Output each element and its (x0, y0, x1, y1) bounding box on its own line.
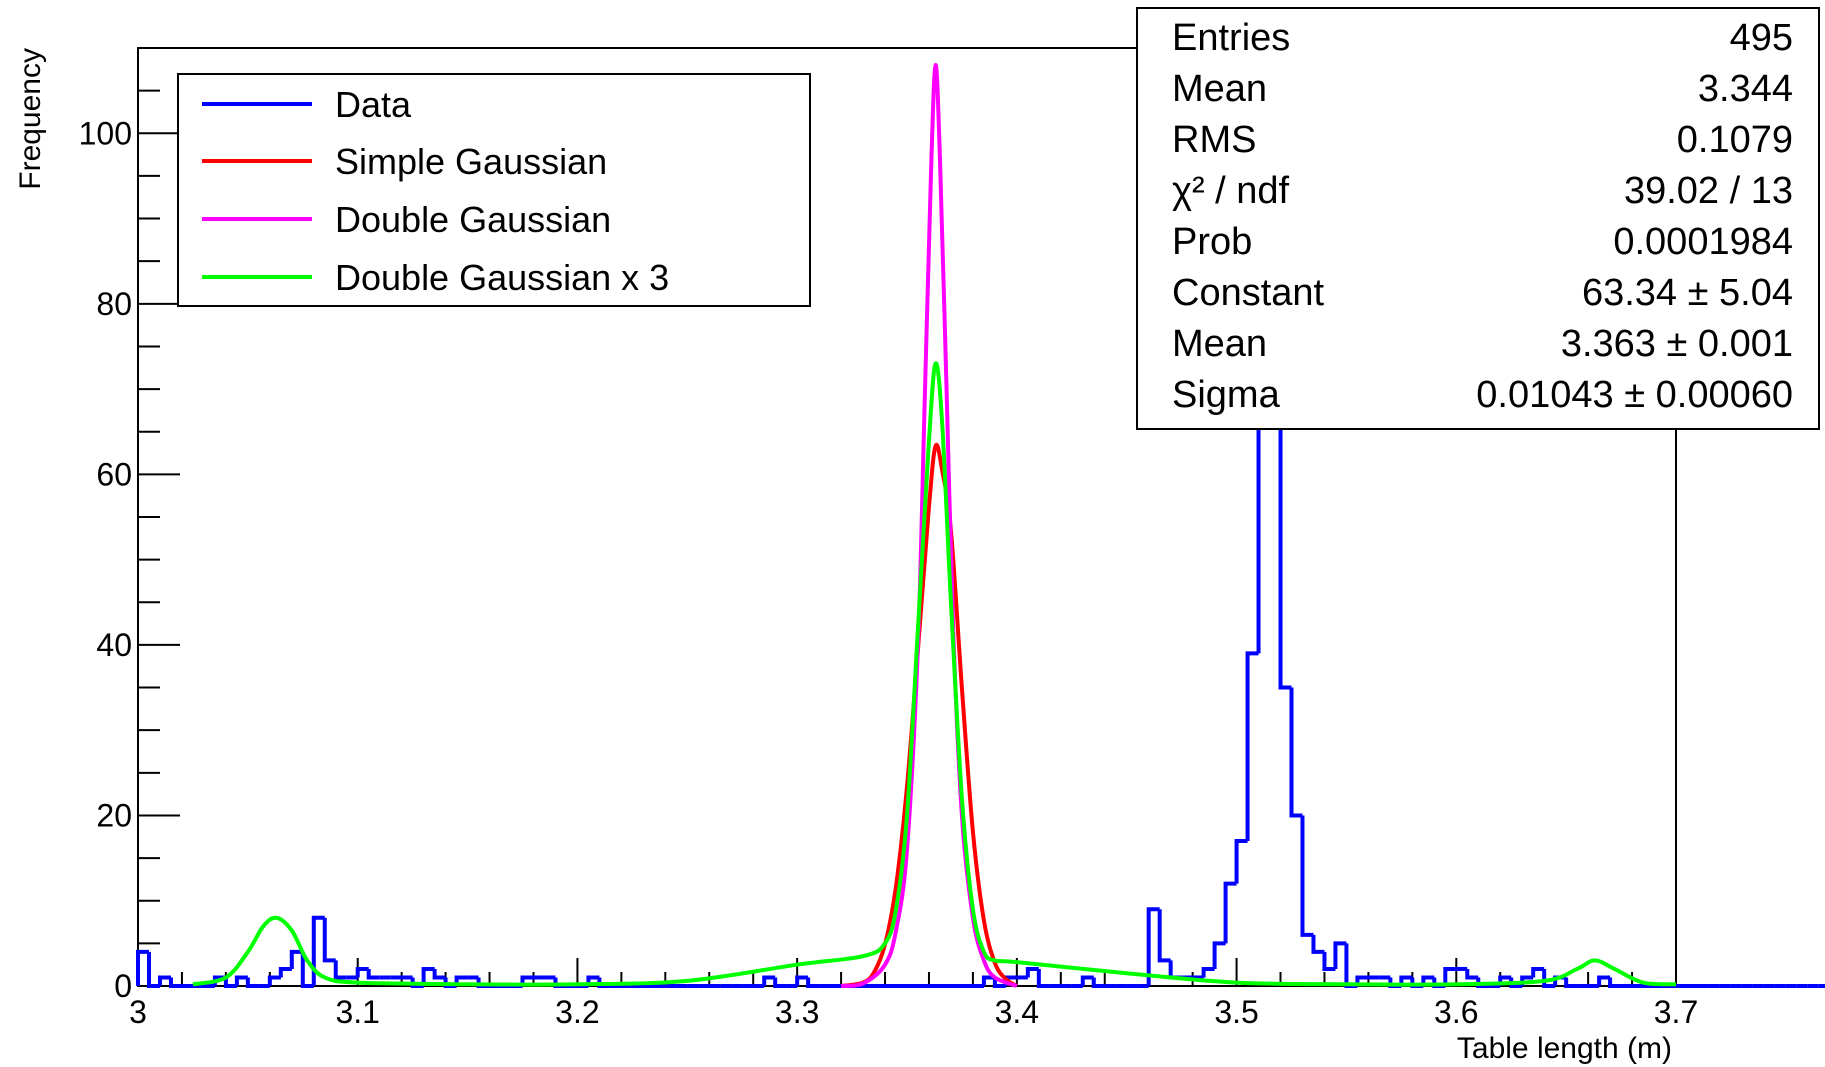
histogram-bin (289, 949, 303, 969)
histogram-bin (1091, 977, 1105, 988)
stats-value-prob: 0.0001984 (1613, 221, 1793, 263)
x-axis-title: Table length (m) (1457, 1032, 1672, 1065)
histogram-bin (795, 975, 809, 986)
histogram-bin (432, 968, 446, 980)
histogram-bin (1080, 975, 1094, 986)
histogram-bin (278, 966, 292, 978)
histogram-data (136, 173, 1825, 988)
legend-label-simple-gaussian: Simple Gaussian (335, 141, 607, 182)
histogram-bin (1212, 941, 1226, 969)
stats-value-fit-mean: 3.363 ± 0.001 (1561, 323, 1793, 365)
double-gaussian-x3-curve (192, 361, 1677, 987)
histogram-bin (1608, 977, 1622, 988)
histogram-bin (1245, 651, 1259, 842)
x-tick-label: 3.2 (555, 994, 599, 1030)
histogram-bin (333, 960, 347, 980)
stats-value-mean: 3.344 (1698, 68, 1793, 110)
stats-label-prob: Prob (1172, 221, 1252, 263)
stats-label-mean: Mean (1172, 68, 1267, 110)
stats-value-constant: 63.34 ± 5.04 (1582, 272, 1793, 314)
histogram-bin (1542, 968, 1556, 988)
legend-label-double-gaussian: Double Gaussian (335, 199, 611, 240)
y-tick-label: 0 (114, 968, 132, 1004)
legend-label-double-gaussian-x3: Double Gaussian x 3 (335, 257, 669, 298)
stats-value-entries: 495 (1730, 17, 1793, 59)
x-tick-label: 3 (129, 994, 147, 1030)
histogram-bin (1168, 960, 1182, 980)
histogram-bin (1333, 941, 1347, 969)
histogram-bin (1025, 966, 1039, 978)
histogram-bin (1322, 951, 1336, 971)
histogram-bin (245, 977, 259, 988)
stats-box: Entries 495 Mean 3.344 RMS 0.1079 χ² / n… (1136, 7, 1820, 430)
stats-label-rms: RMS (1172, 119, 1256, 161)
histogram-bin (981, 975, 995, 986)
histogram-bin (1564, 977, 1578, 988)
x-tick-label: 3.1 (335, 994, 379, 1030)
histogram-bin (410, 977, 424, 988)
stats-box-frame (1136, 7, 1820, 430)
histogram-bin (992, 977, 1006, 988)
histogram-bin (146, 951, 160, 988)
histogram-bin (234, 975, 248, 986)
histogram-bin (1289, 687, 1303, 818)
legend-label-data: Data (335, 84, 412, 125)
histogram-bin (762, 975, 776, 986)
histogram-bin (168, 977, 182, 988)
histogram-bin (1201, 966, 1215, 978)
histogram-bin (1036, 968, 1050, 988)
x-tick-label: 3.4 (995, 994, 1039, 1030)
plot-area (136, 63, 1825, 988)
histogram-bin (1234, 839, 1248, 884)
histogram-bin (1311, 934, 1325, 954)
histogram-bin (421, 966, 435, 986)
histogram-bin (136, 949, 149, 986)
histogram-bin (157, 975, 171, 986)
x-tick-label: 3.7 (1654, 994, 1698, 1030)
histogram-bin (223, 977, 237, 988)
histogram-bin (1443, 966, 1457, 986)
histogram-bin (1476, 977, 1490, 988)
stats-label-constant: Constant (1172, 272, 1325, 314)
y-tick-label: 100 (79, 115, 132, 151)
y-tick-label: 20 (96, 797, 132, 833)
histogram-bin (355, 966, 369, 978)
histogram-bin (1509, 977, 1523, 988)
legend-box (177, 73, 811, 307)
x-tick-label: 3.5 (1214, 994, 1258, 1030)
stats-value-sigma: 0.01043 ± 0.00060 (1476, 374, 1793, 416)
simple-gaussian-curve (840, 442, 1018, 988)
histogram-bin (1465, 968, 1479, 980)
histogram-bin (322, 917, 336, 963)
histogram-bin (806, 977, 820, 988)
x-tick-label: 3.3 (775, 994, 819, 1030)
stats-value-rms: 0.1079 (1677, 119, 1793, 161)
stats-label-fit-mean: Mean (1172, 323, 1267, 365)
axis-tick-labels: 3 3.1 3.2 3.3 3.4 3.5 3.6 3.7 0 20 40 60 80 100 (79, 115, 1699, 1030)
histogram-bin (1531, 966, 1545, 978)
stats-label-entries: Entries (1172, 17, 1290, 59)
histogram-bin (1300, 815, 1314, 937)
histogram-bin (311, 915, 325, 986)
histogram-bin (773, 977, 787, 988)
y-axis-title: Frequency (14, 48, 47, 190)
histogram-bin (1597, 975, 1611, 986)
stats-label-chi2-ndf: χ² / ndf (1172, 170, 1290, 212)
histogram-bin (1146, 907, 1160, 986)
histogram-bin (366, 968, 380, 980)
histogram-bin (267, 975, 281, 986)
histogram-bin (1157, 909, 1171, 963)
legend: Data Simple Gaussian Double Gaussian Dou… (177, 73, 811, 307)
stats-label-sigma: Sigma (1172, 374, 1281, 416)
y-tick-label: 80 (96, 286, 132, 322)
stats-value-chi2-ndf: 39.02 / 13 (1624, 170, 1793, 212)
histogram-bin (1223, 881, 1237, 944)
y-tick-label: 40 (96, 627, 132, 663)
y-tick-label: 60 (96, 456, 132, 492)
histogram-bin (300, 951, 314, 988)
x-tick-label: 3.6 (1434, 994, 1478, 1030)
